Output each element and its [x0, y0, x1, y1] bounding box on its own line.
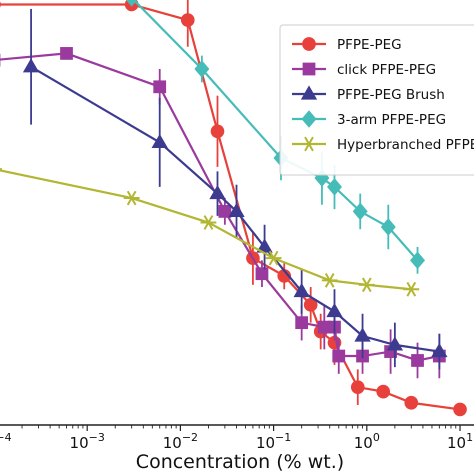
data-point	[327, 178, 342, 196]
legend-item-3-arm-pfpe-peg: 3-arm PFPE-PEG	[292, 110, 446, 128]
data-point	[255, 267, 269, 281]
data-point	[380, 218, 396, 236]
data-point	[317, 320, 331, 334]
data-point	[358, 277, 375, 293]
legend-item-hyperbranched-pfpe-peg: Hyperbranched PFPE-PEG	[292, 136, 474, 153]
data-point	[151, 133, 168, 149]
legend-box	[279, 24, 474, 176]
series-line-pfpe-peg-brush	[30, 65, 440, 353]
data-point	[277, 269, 292, 283]
data-point	[321, 273, 338, 288]
x-tick-label: 10−2	[163, 431, 198, 452]
x-axis-title: Concentration (% wt.)	[136, 451, 344, 473]
data-point	[376, 384, 391, 399]
data-point	[386, 336, 404, 351]
data-point	[352, 202, 368, 221]
data-point	[404, 395, 419, 410]
series-hyperbranched-pfpe-peg	[0, 168, 420, 297]
data-point	[153, 80, 167, 94]
series-click-pfpe-peg	[0, 47, 446, 379]
legend-marker	[302, 37, 316, 51]
legend-marker	[301, 136, 317, 152]
legend-item-pfpe-peg: PFPE-PEG	[292, 37, 402, 53]
data-point	[410, 251, 426, 270]
data-point	[403, 281, 420, 297]
data-point	[22, 58, 40, 73]
data-point	[209, 185, 226, 200]
legend-label: PFPE-PEG	[337, 37, 402, 53]
legend-item-click-pfpe-peg: click PFPE-PEG	[292, 62, 436, 78]
legend-marker	[300, 85, 318, 100]
data-point	[265, 250, 282, 266]
x-tick-label: 10−1	[256, 431, 291, 452]
data-point	[126, 0, 138, 7]
data-point	[332, 349, 346, 363]
x-tick-label: 100	[354, 431, 380, 452]
data-point	[218, 205, 232, 218]
legend-label: click PFPE-PEG	[337, 62, 436, 78]
data-point	[295, 316, 309, 330]
data-point	[0, 1, 1, 8]
data-point	[293, 282, 310, 298]
series-layer	[0, 0, 467, 417]
data-point	[123, 190, 140, 206]
legend-label: Hyperbranched PFPE-PEG	[337, 137, 474, 153]
legend-marker	[302, 62, 316, 76]
x-tick-label: 101	[447, 431, 473, 452]
legend: PFPE-PEG click PFPE-PEG PFPE-PEG Brush 3-ar…	[279, 24, 474, 176]
data-point	[60, 47, 73, 60]
x-tick-label: 10−4	[0, 431, 12, 452]
data-point	[210, 124, 225, 139]
legend-item-pfpe-peg-brush: PFPE-PEG Brush	[292, 85, 445, 103]
data-point	[354, 327, 371, 342]
data-point	[200, 215, 217, 230]
data-point	[194, 60, 210, 78]
legend-label: 3-arm PFPE-PEG	[337, 112, 446, 128]
legend-marker	[301, 110, 317, 128]
x-axis: 10−4 10−3 10−2 10−1 100 101	[0, 425, 473, 452]
data-point	[228, 202, 245, 217]
data-point	[303, 298, 318, 312]
data-point	[0, 168, 2, 171]
data-point	[411, 354, 424, 367]
legend-label: PFPE-PEG Brush	[337, 87, 445, 103]
data-point	[431, 342, 448, 358]
data-point	[180, 13, 195, 27]
data-point	[350, 380, 365, 394]
data-point	[453, 402, 467, 417]
x-tick-label: 10−3	[70, 431, 105, 452]
data-point	[256, 238, 273, 253]
series-pfpe-peg-brush	[22, 8, 448, 370]
data-point	[326, 302, 343, 318]
